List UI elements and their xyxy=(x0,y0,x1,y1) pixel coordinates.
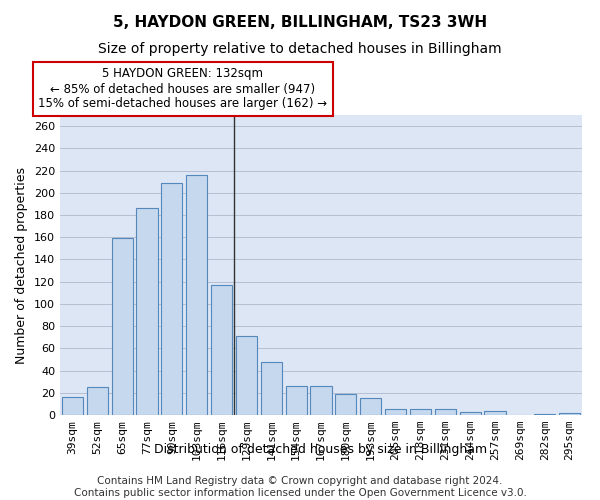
Bar xyxy=(236,336,257,415)
Bar xyxy=(335,394,356,415)
Bar xyxy=(484,410,506,415)
Y-axis label: Number of detached properties: Number of detached properties xyxy=(16,166,28,364)
Text: 5, HAYDON GREEN, BILLINGHAM, TS23 3WH: 5, HAYDON GREEN, BILLINGHAM, TS23 3WH xyxy=(113,15,487,30)
Bar xyxy=(211,285,232,415)
Bar xyxy=(410,410,431,415)
Bar xyxy=(112,238,133,415)
Text: 5 HAYDON GREEN: 132sqm
← 85% of detached houses are smaller (947)
15% of semi-de: 5 HAYDON GREEN: 132sqm ← 85% of detached… xyxy=(38,68,328,110)
Text: Size of property relative to detached houses in Billingham: Size of property relative to detached ho… xyxy=(98,42,502,56)
Bar xyxy=(136,208,158,415)
Text: Contains HM Land Registry data © Crown copyright and database right 2024.
Contai: Contains HM Land Registry data © Crown c… xyxy=(74,476,526,498)
Bar xyxy=(360,398,381,415)
Bar xyxy=(87,387,108,415)
Bar xyxy=(161,183,182,415)
Bar xyxy=(559,413,580,415)
Bar xyxy=(186,175,207,415)
Bar xyxy=(460,412,481,415)
Text: Distribution of detached houses by size in Billingham: Distribution of detached houses by size … xyxy=(154,442,488,456)
Bar xyxy=(62,397,83,415)
Bar xyxy=(534,414,555,415)
Bar xyxy=(286,386,307,415)
Bar xyxy=(435,410,456,415)
Bar xyxy=(261,362,282,415)
Bar xyxy=(310,386,332,415)
Bar xyxy=(385,410,406,415)
